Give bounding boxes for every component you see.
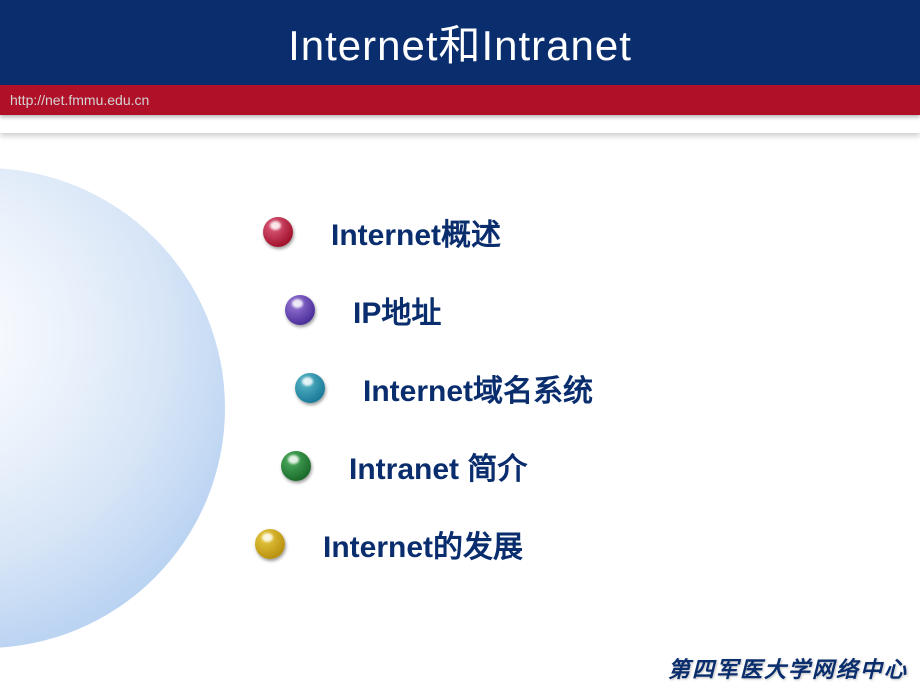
bullet-list: Internet概述 IP地址 Internet域名系统 Intranet 简介 Int…: [195, 193, 593, 583]
bullet-label: Internet的发展: [323, 522, 523, 566]
background-circle: [0, 168, 225, 648]
bullet-row: Internet的发展: [195, 505, 593, 583]
bullet-label: Intranet 简介: [349, 444, 527, 488]
bullet-sphere-icon: [263, 217, 293, 247]
bullet-label: Internet概述: [331, 210, 501, 254]
divider-bar: [0, 115, 920, 133]
bullet-label: Internet域名系统: [363, 366, 593, 410]
bullet-row: Internet概述: [195, 193, 593, 271]
bullet-row: IP地址: [195, 271, 593, 349]
bullet-sphere-icon: [295, 373, 325, 403]
url-bar: http://net.fmmu.edu.cn: [0, 85, 920, 115]
bullet-sphere-icon: [281, 451, 311, 481]
bullet-sphere-icon: [285, 295, 315, 325]
bullet-row: Intranet 简介: [195, 427, 593, 505]
url-text: http://net.fmmu.edu.cn: [10, 92, 149, 108]
content-area: Internet概述 IP地址 Internet域名系统 Intranet 简介 Int…: [0, 133, 920, 690]
title-bar: Internet和Intranet: [0, 0, 920, 85]
bullet-row: Internet域名系统: [195, 349, 593, 427]
slide-title: Internet和Intranet: [288, 12, 632, 73]
footer-text: 第四军医大学网络中心: [668, 652, 908, 684]
bullet-label: IP地址: [353, 288, 441, 332]
bullet-sphere-icon: [255, 529, 285, 559]
